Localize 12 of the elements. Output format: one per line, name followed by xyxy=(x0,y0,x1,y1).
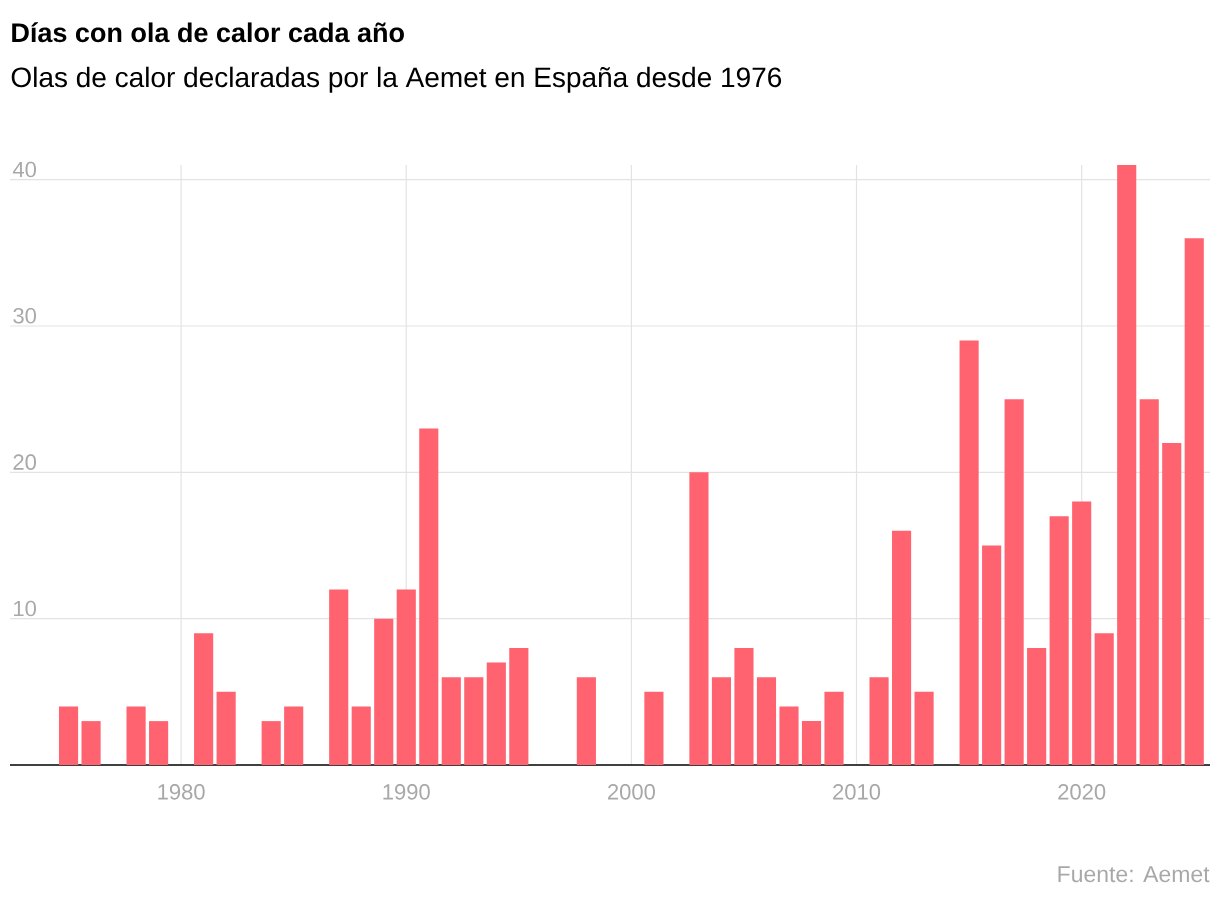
chart-subtitle: Olas de calor declaradas por la Aemet en España desde 1976 xyxy=(11,66,782,93)
x-tick-label: 2020 xyxy=(1058,784,1106,800)
source-note: Fuente: Aemet xyxy=(1058,866,1210,883)
y-tick-label: 20 xyxy=(13,454,36,470)
x-tick-label: 2010 xyxy=(833,784,881,800)
y-tick-label: 40 xyxy=(12,161,36,178)
y-tick-label: 10 xyxy=(14,600,36,617)
y-tick-label: 30 xyxy=(13,308,36,324)
chart-title: Días con ola de calor cada año xyxy=(12,22,404,43)
x-tick-label: 1980 xyxy=(158,784,205,800)
x-tick-label: 2000 xyxy=(608,784,655,800)
x-tick-label: 1990 xyxy=(383,784,430,800)
